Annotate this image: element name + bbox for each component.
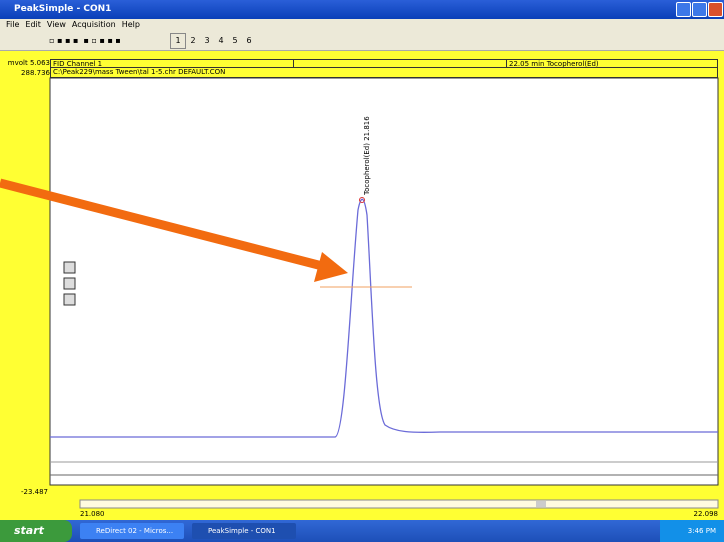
peak-marker	[359, 197, 365, 203]
menu-bar: File Edit View Acquisition Help	[0, 19, 724, 31]
y-min-label: -23.487	[21, 488, 48, 496]
menu-item[interactable]: View	[46, 20, 66, 29]
channel-button[interactable]: 3	[204, 36, 210, 45]
channel-button[interactable]: 6	[246, 36, 252, 45]
x-end-label: 22.098	[694, 510, 719, 518]
scrollbar[interactable]	[79, 499, 719, 509]
plot: Tocopherol(Ed) 21.816 -23.487 21.080 22.…	[0, 77, 719, 518]
toolbar-icons: ▫ ▪ ▪ ▪ ▪ ▫ ▪ ▪ ▪	[49, 36, 121, 45]
peak-label: Tocopherol(Ed) 21.816	[363, 116, 371, 196]
menu-item[interactable]: Edit	[25, 20, 41, 29]
x-start-label: 21.080	[80, 510, 105, 518]
channel-button[interactable]: 2	[190, 36, 196, 45]
toolbar: ▫ ▪ ▪ ▪ ▪ ▫ ▪ ▪ ▪ 1 2 3 4 5 6	[0, 31, 724, 51]
channel-button[interactable]: 5	[232, 36, 238, 45]
minimize-button[interactable]	[676, 2, 691, 17]
annotation-arrow	[0, 178, 332, 273]
taskbar: start ReDirect 02 - Micros... PeakSimple…	[0, 520, 724, 542]
close-button[interactable]	[708, 2, 723, 17]
zoom-out-button[interactable]	[63, 293, 76, 306]
channel-button[interactable]: 4	[218, 36, 224, 45]
taskbar-item[interactable]: ReDirect 02 - Micros...	[80, 523, 184, 539]
maximize-button[interactable]	[692, 2, 707, 17]
menu-item[interactable]: File	[6, 20, 20, 29]
zoom-in-button[interactable]	[63, 261, 76, 274]
menu-item[interactable]: Help	[121, 20, 140, 29]
chromatogram-trace	[50, 198, 718, 438]
start-button[interactable]: start	[0, 520, 72, 542]
window-title: PeakSimple - CON1	[14, 4, 112, 14]
taskbar-item[interactable]: PeakSimple - CON1	[192, 523, 296, 539]
y-axis-header: mvolt 5.063 288.736	[4, 58, 50, 78]
y-top-value: 288.736	[21, 69, 50, 77]
title-bar: PeakSimple - CON1	[0, 0, 724, 19]
clock: 3:46 PM	[660, 520, 724, 542]
menu-item[interactable]: Acquisition	[71, 20, 116, 29]
scroll-thumb[interactable]	[536, 501, 546, 507]
channel-button[interactable]: 1	[170, 33, 186, 49]
annotation-arrowhead	[314, 252, 348, 282]
plot-area	[49, 77, 719, 486]
zoom-reset-button[interactable]	[63, 277, 76, 290]
y-scale-label: mvolt 5.063	[7, 59, 50, 67]
